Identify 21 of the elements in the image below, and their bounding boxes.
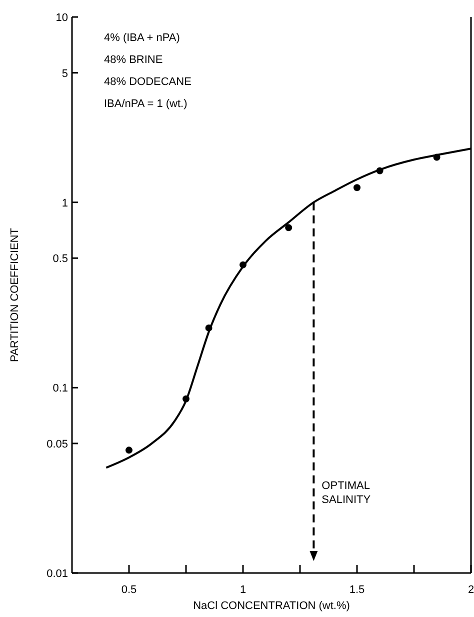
x-tick-label: 1	[240, 584, 246, 596]
y-axis-title: PARTITION COEFFICIENT	[9, 228, 21, 362]
y-tick-label: 5	[62, 68, 68, 80]
annotation: 48% DODECANE	[104, 76, 192, 88]
x-axis-title: NaCl CONCENTRATION (wt.%)	[193, 600, 350, 612]
ref-line-label: OPTIMAL SALINITY	[322, 480, 372, 506]
y-tick-label: 0.01	[46, 568, 68, 580]
y-tick-label: 0.05	[46, 438, 68, 450]
point	[285, 224, 292, 232]
point	[126, 446, 132, 454]
y-tick-label: 0.1	[52, 382, 68, 395]
point	[354, 184, 360, 192]
y-tick-label: 1	[62, 197, 68, 210]
x-tick-label: 0.5	[121, 584, 137, 596]
x-tick-label: 2	[468, 584, 474, 596]
annotation: 48% BRINE	[104, 54, 163, 66]
annotation: IBA/nPA = 1 (wt.)	[104, 98, 188, 110]
annotation: 4% (IBA + nPA)	[104, 32, 180, 44]
x-tick-label: 1.5	[349, 584, 365, 596]
y-tick-label: 0.5	[52, 253, 68, 266]
y-tick-label: 10	[56, 12, 68, 24]
